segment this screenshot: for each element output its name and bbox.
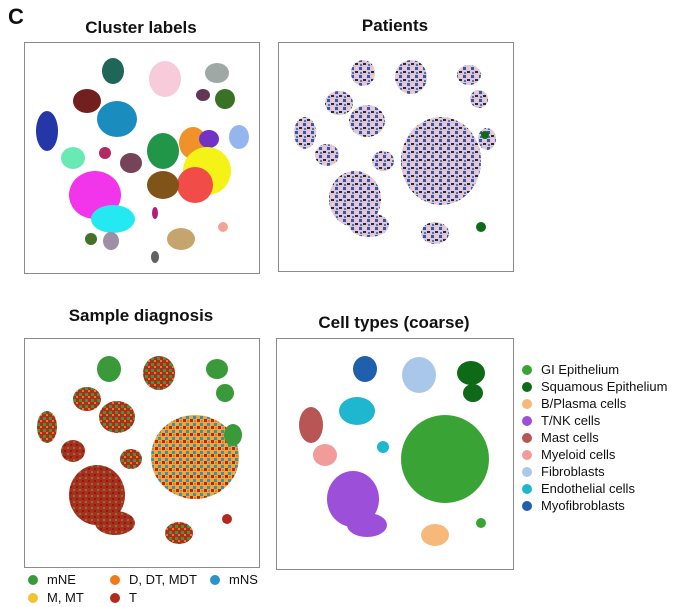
title-sample-diagnosis: Sample diagnosis: [68, 306, 214, 325]
legend-label: Fibroblasts: [541, 464, 605, 479]
cell-type-legend: GI Epithelium Squamous Epithelium B/Plas…: [522, 361, 667, 514]
legend-item: mNS: [210, 572, 258, 587]
umap-sample-diagnosis: [24, 338, 260, 568]
title-patients: Patients: [361, 16, 429, 35]
panel-letter: C: [8, 4, 24, 29]
legend-swatch: [522, 364, 532, 375]
legend-label: Myeloid cells: [541, 447, 616, 462]
legend-swatch: [28, 592, 38, 603]
legend-label: M, MT: [47, 590, 84, 605]
legend-label: Mast cells: [541, 430, 599, 445]
legend-swatch: [522, 500, 532, 511]
legend-swatch: [522, 449, 532, 460]
legend-swatch: [210, 574, 220, 585]
legend-item: T: [110, 590, 137, 605]
legend-item: Myeloid cells: [522, 446, 667, 463]
umap-patients: [278, 42, 514, 272]
legend-swatch: [28, 574, 38, 585]
legend-label: T/NK cells: [541, 413, 601, 428]
legend-label: GI Epithelium: [541, 362, 620, 377]
legend-item: Squamous Epithelium: [522, 378, 667, 395]
legend-swatch: [522, 483, 532, 494]
legend-swatch: [110, 592, 120, 603]
legend-item: D, DT, MDT: [110, 572, 197, 587]
legend-label: mNE: [47, 572, 76, 587]
legend-item: Mast cells: [522, 429, 667, 446]
legend-swatch: [522, 398, 532, 409]
legend-swatch: [522, 432, 532, 443]
legend-label: B/Plasma cells: [541, 396, 627, 411]
legend-swatch: [522, 466, 532, 477]
legend-item: Myofibroblasts: [522, 497, 667, 514]
legend-item: Endothelial cells: [522, 480, 667, 497]
legend-item: M, MT: [28, 590, 84, 605]
legend-swatch: [522, 381, 532, 392]
legend-label: Myofibroblasts: [541, 498, 625, 513]
legend-item: T/NK cells: [522, 412, 667, 429]
umap-cell-types: [276, 338, 514, 570]
legend-label: Squamous Epithelium: [541, 379, 668, 394]
legend-item: B/Plasma cells: [522, 395, 667, 412]
legend-label: T: [129, 590, 137, 605]
legend-label: D, DT, MDT: [129, 572, 197, 587]
legend-label: mNS: [229, 572, 258, 587]
legend-item: mNE: [28, 572, 76, 587]
umap-cluster-labels: [24, 42, 260, 274]
legend-swatch: [522, 415, 532, 426]
legend-item: GI Epithelium: [522, 361, 667, 378]
legend-swatch: [110, 574, 120, 585]
title-cluster-labels: Cluster labels: [85, 18, 197, 37]
legend-item: Fibroblasts: [522, 463, 667, 480]
title-cell-types: Cell types (coarse): [318, 313, 470, 332]
legend-label: Endothelial cells: [541, 481, 635, 496]
